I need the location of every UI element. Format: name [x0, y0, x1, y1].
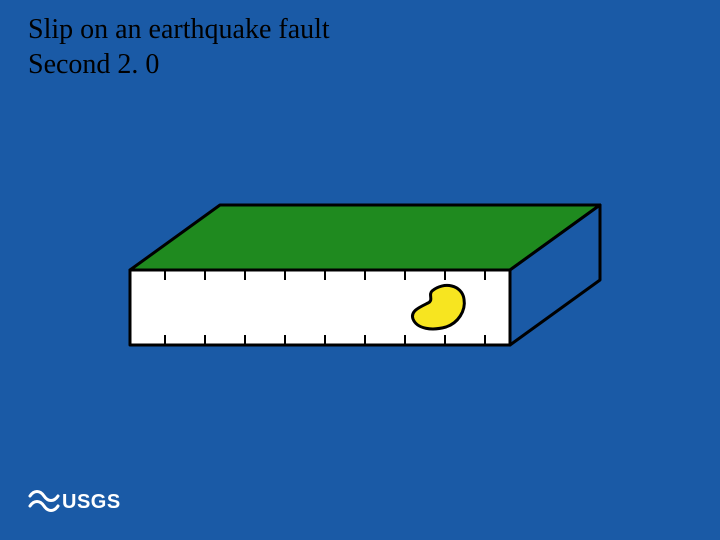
usgs-logo: USGS — [28, 486, 124, 516]
fault-diagram-svg — [110, 195, 610, 365]
slide-title: Slip on an earthquake fault Second 2. 0 — [28, 12, 330, 82]
fault-diagram — [110, 195, 610, 365]
svg-text:USGS: USGS — [62, 491, 121, 513]
title-line-2: Second 2. 0 — [28, 49, 159, 80]
usgs-logo-svg: USGS — [28, 486, 124, 516]
slide: Slip on an earthquake fault Second 2. 0 … — [0, 0, 720, 540]
title-line-1: Slip on an earthquake fault — [28, 14, 330, 45]
